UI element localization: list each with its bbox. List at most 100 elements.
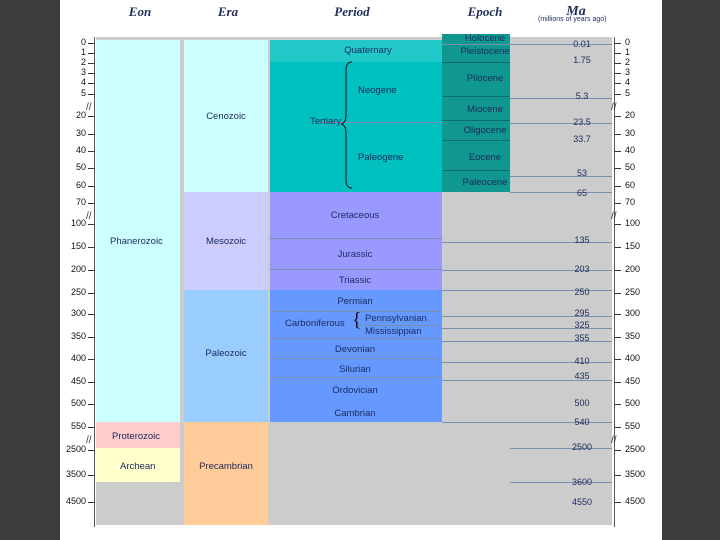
- axis-tick-mark: [88, 475, 94, 476]
- ma-line-11: [442, 328, 612, 329]
- ma-line-17: [510, 448, 612, 449]
- axis-tick-label: 350: [70, 331, 86, 341]
- axis-tick-label: 70: [75, 197, 86, 207]
- axis-tick-mark: [88, 94, 94, 95]
- header-epoch: Epoch: [467, 4, 503, 19]
- axis-tick-mark: [615, 151, 621, 152]
- label-silurian: Silurian: [339, 364, 371, 375]
- ma-line-13: [442, 362, 612, 363]
- axis-tick-label: 0: [80, 37, 86, 47]
- axis-break-mark: //: [611, 211, 617, 222]
- axis-tick-mark: [615, 314, 621, 315]
- axis-tick-label: 400: [625, 353, 641, 363]
- axis-tick-mark: [88, 224, 94, 225]
- axis-tick-mark: [88, 382, 94, 383]
- axis-tick-mark: [615, 224, 621, 225]
- right-axis-line: [614, 37, 615, 527]
- ma-value: 540: [574, 417, 590, 427]
- header-era: Era: [217, 4, 239, 19]
- axis-tick-mark: [615, 404, 621, 405]
- ma-value: 135: [574, 235, 590, 245]
- cretaceous-jurassic-divider: [270, 238, 442, 239]
- axis-tick-label: 1: [80, 47, 86, 57]
- ma-value: 410: [574, 356, 590, 366]
- axis-break-mark: //: [611, 102, 617, 113]
- permian-carboniferous-divider: [270, 311, 442, 312]
- label-tertiary: Tertiary: [310, 116, 342, 127]
- label-paleocene: Paleocene: [462, 177, 508, 188]
- axis-tick-mark: [615, 53, 621, 54]
- ma-line-5: [510, 176, 612, 177]
- axis-tick-label: 70: [625, 197, 636, 207]
- axis-tick-label: 550: [70, 421, 86, 431]
- ma-line-12: [442, 341, 612, 342]
- axis-tick-mark: [88, 83, 94, 84]
- period-paleozoic-block: [270, 290, 442, 422]
- axis-tick-mark: [88, 359, 94, 360]
- ma-value: 53: [576, 168, 587, 178]
- axis-break-mark: //: [86, 102, 92, 113]
- axis-tick-mark: [615, 337, 621, 338]
- carboniferous-devonian-divider: [270, 338, 442, 339]
- axis-tick-label: 5: [80, 88, 86, 98]
- silurian-ordovician-divider: [270, 377, 442, 378]
- ma-line-8: [442, 270, 612, 271]
- axis-tick-mark: [615, 186, 621, 187]
- label-permian: Permian: [337, 296, 373, 307]
- ma-line-16: [442, 422, 612, 423]
- axis-tick-mark: [615, 83, 621, 84]
- ma-value: 0.01: [573, 39, 591, 49]
- axis-tick-mark: [88, 502, 94, 503]
- axis-tick-label: 400: [70, 353, 86, 363]
- period-tertiary-block: [270, 40, 442, 192]
- ma-line-9: [442, 290, 612, 291]
- axis-tick-label: 1: [625, 47, 631, 57]
- axis-tick-mark: [88, 53, 94, 54]
- label-paleogene: Paleogene: [358, 152, 404, 163]
- axis-tick-label: 2: [625, 57, 631, 67]
- axis-tick-mark: [88, 427, 94, 428]
- label-mississippian: Mississippian: [365, 326, 422, 337]
- ma-value: 500: [574, 398, 590, 408]
- axis-tick-label: 4500: [65, 496, 86, 506]
- axis-tick-mark: [88, 73, 94, 74]
- axis-tick-mark: [88, 63, 94, 64]
- label-oligocene: Oligocene: [463, 125, 507, 136]
- era-mesozoic: [184, 192, 268, 290]
- axis-tick-mark: [88, 314, 94, 315]
- axis-tick-mark: [615, 134, 621, 135]
- eon-proterozoic: [96, 422, 180, 448]
- axis-tick-label: 250: [625, 287, 641, 297]
- label-cenozoic: Cenozoic: [206, 111, 246, 122]
- jurassic-triassic-divider: [270, 269, 442, 270]
- ma-value: 355: [574, 333, 590, 343]
- axis-tick-label: 300: [70, 308, 86, 318]
- label-carboniferous: Carboniferous: [285, 318, 345, 329]
- axis-tick-label: 30: [625, 128, 636, 138]
- period-quaternary-block: [270, 40, 442, 62]
- era-cenozoic: [184, 40, 268, 192]
- axis-tick-label: 500: [70, 398, 86, 408]
- ma-value: 250: [574, 287, 590, 297]
- epoch-block: [442, 34, 510, 192]
- label-paleozoic: Paleozoic: [205, 348, 247, 359]
- ma-value: 3600: [571, 477, 593, 487]
- label-archean: Archean: [120, 461, 156, 472]
- label-neogene: Neogene: [358, 85, 397, 96]
- label-phanerozoic: Phanerozoic: [110, 236, 163, 247]
- header-ma: Ma: [566, 4, 586, 19]
- label-precambrian: Precambrian: [199, 461, 253, 472]
- period-mesozoic-block: [270, 192, 442, 290]
- label-jurassic: Jurassic: [337, 249, 373, 260]
- ma-line-2: [510, 98, 612, 99]
- axis-tick-label: 2500: [65, 444, 86, 454]
- axis-tick-label: 3500: [625, 469, 646, 479]
- axis-tick-mark: [615, 427, 621, 428]
- ma-value: 23.5: [573, 117, 591, 127]
- axis-tick-label: 450: [70, 376, 86, 386]
- axis-tick-label: 100: [625, 218, 641, 228]
- label-triassic: Triassic: [338, 275, 372, 286]
- ma-value: 33.7: [573, 134, 591, 144]
- label-pennsylvanian: Pennsylvanian: [365, 313, 427, 324]
- ma-line-14: [442, 380, 612, 381]
